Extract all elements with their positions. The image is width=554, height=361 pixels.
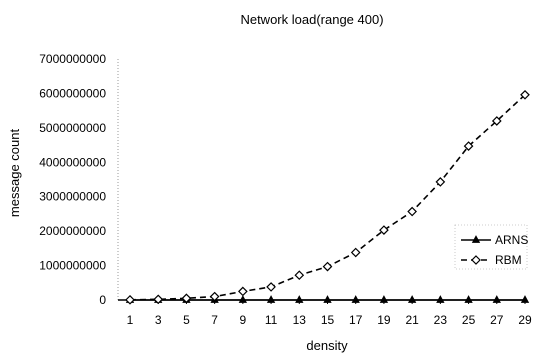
- legend-label-rbm: RBM: [495, 253, 522, 267]
- data-point-rbm: [435, 177, 446, 187]
- x-tick-label: 9: [240, 313, 247, 327]
- data-point-rbm: [491, 116, 502, 126]
- y-tick-label: 6000000000: [39, 86, 106, 100]
- data-point-rbm: [266, 282, 276, 292]
- data-point-rbm: [350, 247, 361, 258]
- x-tick-label: 27: [490, 313, 504, 327]
- data-point-arns: [295, 295, 304, 303]
- data-point-arns: [379, 295, 389, 303]
- data-point-rbm: [520, 89, 530, 100]
- legend-box: [454, 224, 528, 270]
- x-tick-label: 13: [293, 313, 307, 327]
- x-tick-label: 3: [155, 313, 162, 327]
- x-axis-label: density: [306, 338, 348, 353]
- data-point-rbm: [238, 286, 248, 297]
- x-tick-label: 15: [321, 313, 335, 327]
- data-point-rbm: [294, 270, 305, 281]
- tick-labels: 0 1000000000 2000000000 3000000000 400000000…: [39, 52, 532, 327]
- data-point-arns: [520, 295, 530, 303]
- data-point-arns: [351, 295, 360, 303]
- data-point-rbm: [125, 294, 135, 305]
- data-point-rbm: [181, 293, 192, 304]
- data-point-arns: [266, 295, 276, 303]
- data-point-arns: [407, 295, 417, 303]
- legend-label-arns: ARNS: [495, 233, 528, 247]
- x-tick-label: 19: [377, 313, 391, 327]
- x-tick-label: 17: [349, 313, 363, 327]
- legend-marker-arns: [471, 235, 481, 243]
- data-point-rbm: [153, 294, 164, 305]
- y-tick-label: 4000000000: [39, 155, 106, 169]
- data-point-arns: [436, 295, 445, 303]
- x-tick-label: 29: [518, 313, 532, 327]
- x-tick-label: 21: [405, 313, 419, 327]
- y-tick-label: 7000000000: [39, 52, 106, 66]
- series-rbm: [125, 89, 530, 305]
- data-point-rbm: [209, 291, 220, 302]
- data-point-arns: [238, 295, 248, 303]
- data-point-rbm: [463, 141, 474, 151]
- x-tick-label: 5: [183, 313, 190, 327]
- x-tick-label: 7: [211, 313, 218, 327]
- data-point-rbm: [322, 261, 333, 272]
- data-point-arns: [323, 295, 332, 303]
- series-layer: [125, 89, 530, 305]
- data-point-arns: [464, 295, 473, 303]
- data-point-rbm: [379, 225, 389, 235]
- x-tick-label: 1: [127, 313, 134, 327]
- legend: ARNS RBM: [454, 224, 528, 270]
- legend-item-arns: ARNS: [461, 233, 528, 247]
- y-tick-label: 3000000000: [39, 190, 106, 204]
- data-point-rbm: [407, 206, 417, 217]
- x-tick-label: 11: [265, 313, 278, 327]
- legend-marker-rbm: [471, 255, 481, 265]
- chart-title: Network load(range 400): [240, 12, 383, 27]
- y-tick-label: 0: [99, 293, 106, 307]
- data-point-arns: [492, 295, 501, 303]
- y-tick-label: 1000000000: [39, 259, 106, 273]
- y-axis-label: message count: [7, 129, 22, 218]
- x-tick-label: 23: [434, 313, 448, 327]
- x-tick-label: 25: [462, 313, 476, 327]
- legend-item-rbm: RBM: [461, 253, 522, 267]
- y-tick-label: 5000000000: [39, 121, 106, 135]
- y-tick-label: 2000000000: [39, 224, 106, 238]
